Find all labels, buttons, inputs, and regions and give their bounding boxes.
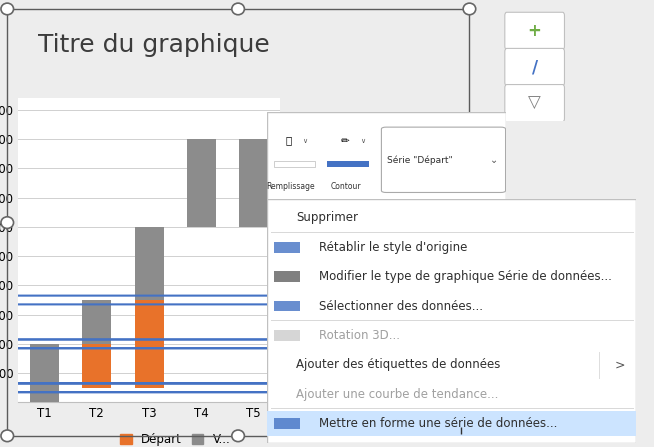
Text: Ajouter une courbe de tendance...: Ajouter une courbe de tendance... — [296, 388, 499, 401]
Text: Mettre en forme une série de données...: Mettre en forme une série de données... — [318, 417, 557, 430]
Text: Supprimer: Supprimer — [296, 211, 358, 224]
Bar — [267, 410, 636, 436]
Text: Rétablir le style d'origine: Rétablir le style d'origine — [318, 241, 467, 254]
Circle shape — [1, 217, 14, 228]
Text: ▽: ▽ — [528, 94, 541, 112]
Bar — [274, 330, 300, 341]
Text: Titre du graphique: Titre du graphique — [38, 33, 269, 57]
Circle shape — [232, 430, 245, 442]
Bar — [82, 344, 111, 388]
Legend: Départ, V...: Départ, V... — [115, 429, 235, 447]
Bar — [135, 300, 164, 388]
Text: Rotation 3D...: Rotation 3D... — [318, 329, 400, 342]
Bar — [274, 161, 315, 168]
Text: Série "Départ": Série "Départ" — [387, 155, 453, 164]
Text: ⌄: ⌄ — [490, 155, 498, 165]
Bar — [187, 139, 216, 227]
Bar — [274, 301, 300, 312]
Bar — [274, 418, 300, 429]
Text: Sélectionner des données...: Sélectionner des données... — [318, 299, 483, 312]
FancyBboxPatch shape — [505, 84, 564, 122]
Text: Remplissage: Remplissage — [266, 182, 315, 191]
Circle shape — [1, 3, 14, 15]
Bar — [82, 300, 111, 344]
Text: ∨: ∨ — [360, 138, 365, 143]
Circle shape — [1, 430, 14, 442]
FancyBboxPatch shape — [381, 127, 506, 193]
Bar — [239, 139, 268, 227]
Text: Contour: Contour — [330, 182, 361, 191]
FancyBboxPatch shape — [505, 48, 564, 86]
Circle shape — [463, 3, 475, 15]
FancyBboxPatch shape — [505, 12, 564, 50]
Text: /: / — [532, 58, 538, 76]
Text: 🪣: 🪣 — [285, 135, 292, 146]
Text: >: > — [615, 358, 625, 371]
Bar — [274, 271, 300, 282]
Bar — [326, 161, 370, 168]
Text: Ajouter des étiquettes de données: Ajouter des étiquettes de données — [296, 358, 501, 371]
Text: ✏: ✏ — [341, 135, 350, 146]
Bar — [30, 344, 59, 402]
Text: +: + — [528, 22, 542, 40]
Circle shape — [232, 3, 245, 15]
Text: ∨: ∨ — [302, 138, 307, 143]
Text: Modifier le type de graphique Série de données...: Modifier le type de graphique Série de d… — [318, 270, 611, 283]
Circle shape — [463, 430, 475, 442]
Circle shape — [463, 217, 475, 228]
Bar — [274, 242, 300, 253]
Bar — [135, 227, 164, 300]
